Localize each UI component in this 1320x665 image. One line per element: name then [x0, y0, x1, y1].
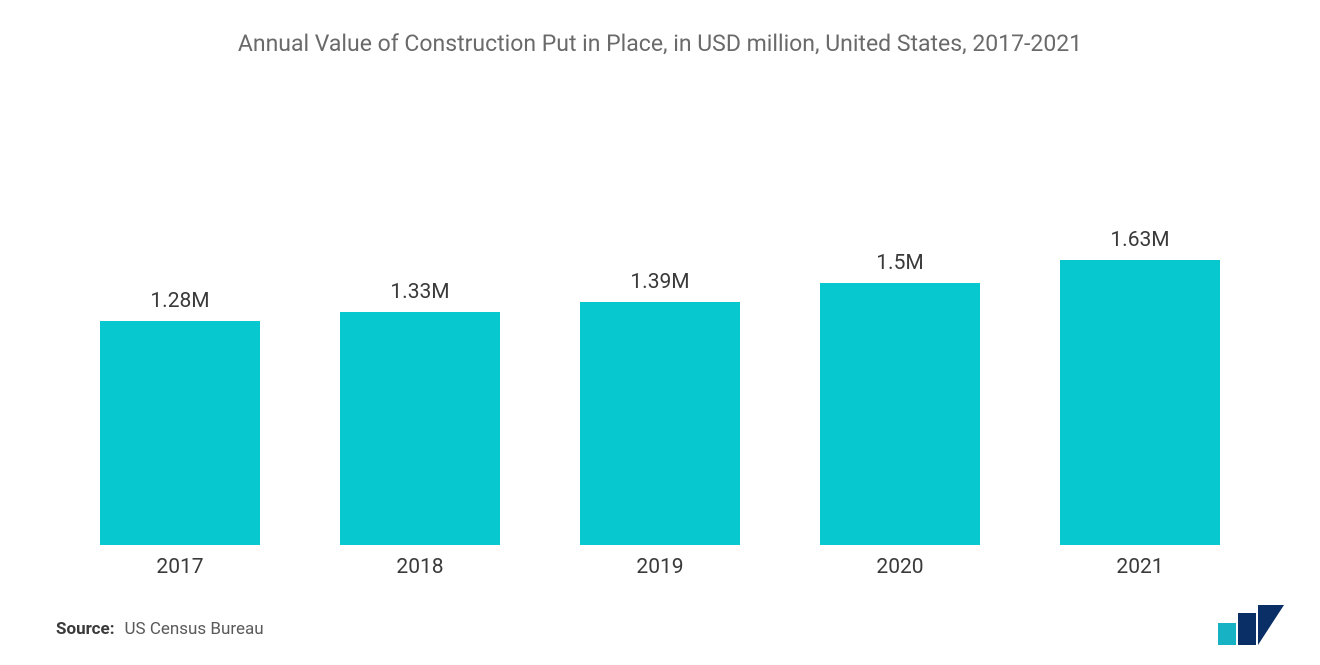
x-axis: 20172018201920202021	[50, 545, 1270, 579]
bar-column: 1.5M	[780, 107, 1020, 545]
bar-value-label: 1.39M	[630, 270, 689, 294]
plot-area: 1.28M 1.33M 1.39M 1.5M 1.63M	[50, 67, 1270, 545]
brand-logo-icon	[1218, 605, 1288, 645]
x-axis-label: 2017	[60, 555, 300, 579]
x-axis-label: 2018	[300, 555, 540, 579]
bar-column: 1.39M	[540, 107, 780, 545]
x-axis-label: 2019	[540, 555, 780, 579]
x-axis-label: 2021	[1020, 555, 1260, 579]
bar	[820, 283, 980, 545]
bar-value-label: 1.28M	[150, 289, 209, 313]
bar-value-label: 1.5M	[876, 251, 923, 275]
bar	[100, 321, 260, 545]
bar-value-label: 1.33M	[390, 280, 449, 304]
bar	[340, 312, 500, 545]
x-axis-label: 2020	[780, 555, 1020, 579]
chart-container: Annual Value of Construction Put in Plac…	[0, 0, 1320, 665]
source-text: US Census Bureau	[124, 619, 263, 639]
bar-column: 1.63M	[1020, 107, 1260, 545]
bar-column: 1.28M	[60, 107, 300, 545]
source-line: Source: US Census Bureau	[50, 619, 1270, 639]
chart-title: Annual Value of Construction Put in Plac…	[50, 30, 1270, 57]
bar-value-label: 1.63M	[1110, 228, 1169, 252]
source-label: Source:	[56, 619, 114, 639]
bar	[580, 302, 740, 545]
bar-column: 1.33M	[300, 107, 540, 545]
bar	[1060, 260, 1220, 545]
